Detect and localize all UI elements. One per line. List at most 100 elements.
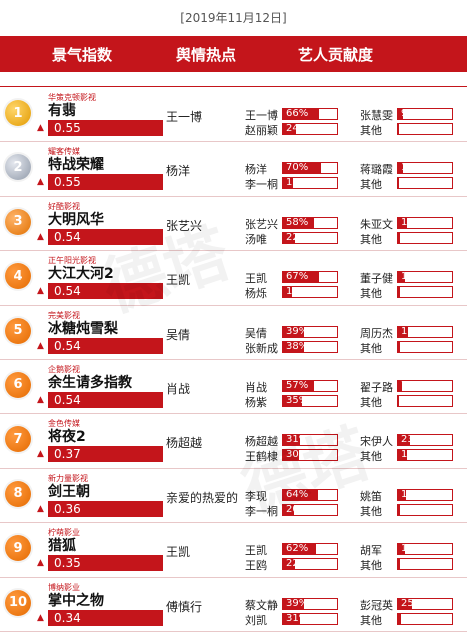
artist-name: 其他 — [360, 341, 382, 355]
table-row[interactable]: 1 华策克顿影视 有翡 ▲ 0.55 王一博 王一博 66% 赵丽颖 24% 张… — [0, 88, 467, 143]
contribution-bar: 25% — [397, 597, 453, 610]
header-index: 景气指数 — [52, 46, 113, 64]
trend-up-icon: ▲ — [37, 558, 44, 569]
hot-topic: 杨超越 — [166, 436, 203, 451]
table-row[interactable]: 6 企鹅影视 余生请多指教 ▲ 0.54 肖战 肖战 57% 杨紫 35% 翟子… — [0, 360, 467, 415]
company-name: 柠萌影业 — [48, 528, 80, 538]
rank-medal-icon: 10 — [5, 589, 31, 616]
score-bar: 0.54 — [48, 391, 163, 408]
show-title[interactable]: 有翡 — [48, 103, 76, 119]
contribution-percent: 3% — [401, 231, 417, 243]
company-name: 好酷影视 — [48, 201, 80, 211]
contribution-bar: 39% — [282, 597, 338, 610]
contribution-bar: 2% — [397, 123, 453, 135]
table-row[interactable]: 10 博纳影业 掌中之物 ▲ 0.34 傅慎行 蔡文静 39% 刘凯 31% 彭… — [0, 578, 467, 632]
contribution-left: 王一博 66% 赵丽颖 24% — [245, 88, 355, 141]
contribution-bar: 22% — [282, 558, 338, 571]
contribution-percent: 3% — [401, 286, 417, 298]
artist-name: 其他 — [360, 450, 382, 464]
contribution-percent: 62% — [286, 543, 309, 555]
contribution-percent: 3% — [401, 503, 417, 515]
trend-up-icon: ▲ — [37, 286, 44, 297]
show-title[interactable]: 冰糖炖雪梨 — [48, 320, 118, 337]
contribution-right: 周历杰 19% 其他 4% — [360, 306, 465, 359]
contribution-bar: 9% — [397, 108, 453, 120]
contribution-bar: 64% — [282, 488, 338, 501]
trend-up-icon: ▲ — [37, 123, 44, 133]
contribution-bar: 14% — [397, 488, 453, 501]
trend-up-icon: ▲ — [37, 503, 44, 514]
hot-topic: 张艺兴 — [166, 218, 203, 233]
hot-topic: 吴倩 — [166, 327, 191, 342]
contribution-bar: 4% — [397, 340, 453, 353]
contribution-bar: 18% — [282, 177, 338, 190]
header-contribution: 艺人贡献度 — [298, 46, 374, 64]
company-name: 正午阳光影视 — [48, 256, 96, 266]
contribution-percent: 10% — [401, 162, 424, 174]
contribution-percent: 58% — [286, 216, 309, 228]
contribution-percent: 22% — [286, 558, 309, 570]
show-title[interactable]: 掌中之物 — [48, 592, 104, 609]
table-row[interactable]: 7 金色传媒 将夜2 ▲ 0.37 杨超越 杨超越 31% 王鹤棣 30% 宋伊… — [0, 414, 467, 469]
contribution-left: 王凯 62% 王鸥 22% — [245, 523, 355, 576]
company-name: 企鹅影视 — [48, 364, 80, 374]
table-row[interactable]: 9 柠萌影业 猎狐 ▲ 0.35 王凯 王凯 62% 王鸥 22% 胡军 — [0, 523, 467, 578]
table-row[interactable]: 8 新力量影视 剑王朝 ▲ 0.36 亲爱的热爱的 李现 64% 李一桐 20%… — [0, 469, 467, 524]
contribution-bar: 17% — [282, 286, 338, 299]
contribution-bar: 39% — [282, 325, 338, 338]
contribution-bar: 13% — [397, 271, 453, 284]
artist-name: 李一桐 — [245, 504, 278, 518]
artist-name: 其他 — [360, 124, 382, 137]
score-bar: 0.54 — [48, 337, 163, 354]
contribution-left: 张艺兴 58% 汤唯 22% — [245, 197, 355, 250]
contribution-left: 肖战 57% 杨紫 35% — [245, 360, 355, 413]
contribution-percent: 22% — [286, 231, 309, 243]
trend-up-icon: ▲ — [37, 177, 44, 188]
trend-up-icon: ▲ — [37, 231, 44, 242]
table-row[interactable]: 4 正午阳光影视 大江大河2 ▲ 0.54 王凯 王凯 67% 杨烁 17% 董… — [0, 251, 467, 306]
contribution-percent: 1% — [401, 394, 417, 406]
trend-up-icon: ▲ — [37, 449, 44, 460]
rank-medal-icon: 6 — [5, 371, 31, 398]
contribution-right: 董子健 13% 其他 3% — [360, 251, 465, 304]
contribution-bar: 20% — [282, 503, 338, 516]
contribution-percent: 20% — [286, 503, 309, 515]
artist-name: 其他 — [360, 287, 382, 301]
score-bar: 0.55 — [48, 174, 163, 191]
contribution-left: 李现 64% 李一桐 20% — [245, 469, 355, 522]
show-title[interactable]: 特战荣耀 — [48, 157, 104, 174]
contribution-percent: 25% — [401, 597, 424, 609]
show-title[interactable]: 大江大河2 — [48, 266, 114, 283]
artist-name: 周历杰 — [360, 326, 393, 340]
contribution-bar: 17% — [397, 216, 453, 229]
show-title[interactable]: 将夜2 — [48, 429, 86, 446]
show-title[interactable]: 剑王朝 — [48, 483, 90, 500]
contribution-right: 姚笛 14% 其他 3% — [360, 469, 465, 522]
contribution-bar: 57% — [282, 379, 338, 392]
table-row[interactable]: 3 好酷影视 大明风华 ▲ 0.54 张艺兴 张艺兴 58% 汤唯 22% 朱亚… — [0, 197, 467, 252]
show-title[interactable]: 猎狐 — [48, 538, 76, 555]
show-title[interactable]: 余生请多指教 — [48, 374, 132, 391]
table-row[interactable]: 2 耀客传媒 特战荣耀 ▲ 0.55 杨洋 杨洋 70% 李一桐 18% 蒋璐霞 — [0, 142, 467, 197]
artist-name: 杨超越 — [245, 435, 278, 449]
score-bar: 0.37 — [48, 446, 163, 463]
artist-name: 其他 — [360, 232, 382, 246]
contribution-percent: 18% — [286, 177, 309, 189]
header-divider — [0, 86, 467, 87]
artist-name: 姚笛 — [360, 489, 382, 503]
contribution-percent: 66% — [286, 108, 309, 119]
header-hot: 舆情热点 — [176, 46, 237, 64]
table-row[interactable]: 5 完美影视 冰糖炖雪梨 ▲ 0.54 吴倩 吴倩 39% 张新成 38% 周历… — [0, 306, 467, 360]
contribution-bar: 31% — [282, 434, 338, 447]
contribution-left: 杨超越 31% 王鹤棣 30% — [245, 414, 355, 467]
artist-name: 肖战 — [245, 380, 267, 394]
contribution-percent: 9% — [401, 108, 417, 119]
contribution-bar: 58% — [282, 216, 338, 229]
artist-name: 其他 — [360, 178, 382, 192]
contribution-bar: 19% — [397, 325, 453, 338]
artist-name: 宋伊人 — [360, 435, 393, 449]
contribution-bar: 3% — [397, 286, 453, 299]
artist-name: 蔡文静 — [245, 598, 278, 612]
show-title[interactable]: 大明风华 — [48, 211, 104, 228]
contribution-percent: 67% — [286, 271, 309, 283]
